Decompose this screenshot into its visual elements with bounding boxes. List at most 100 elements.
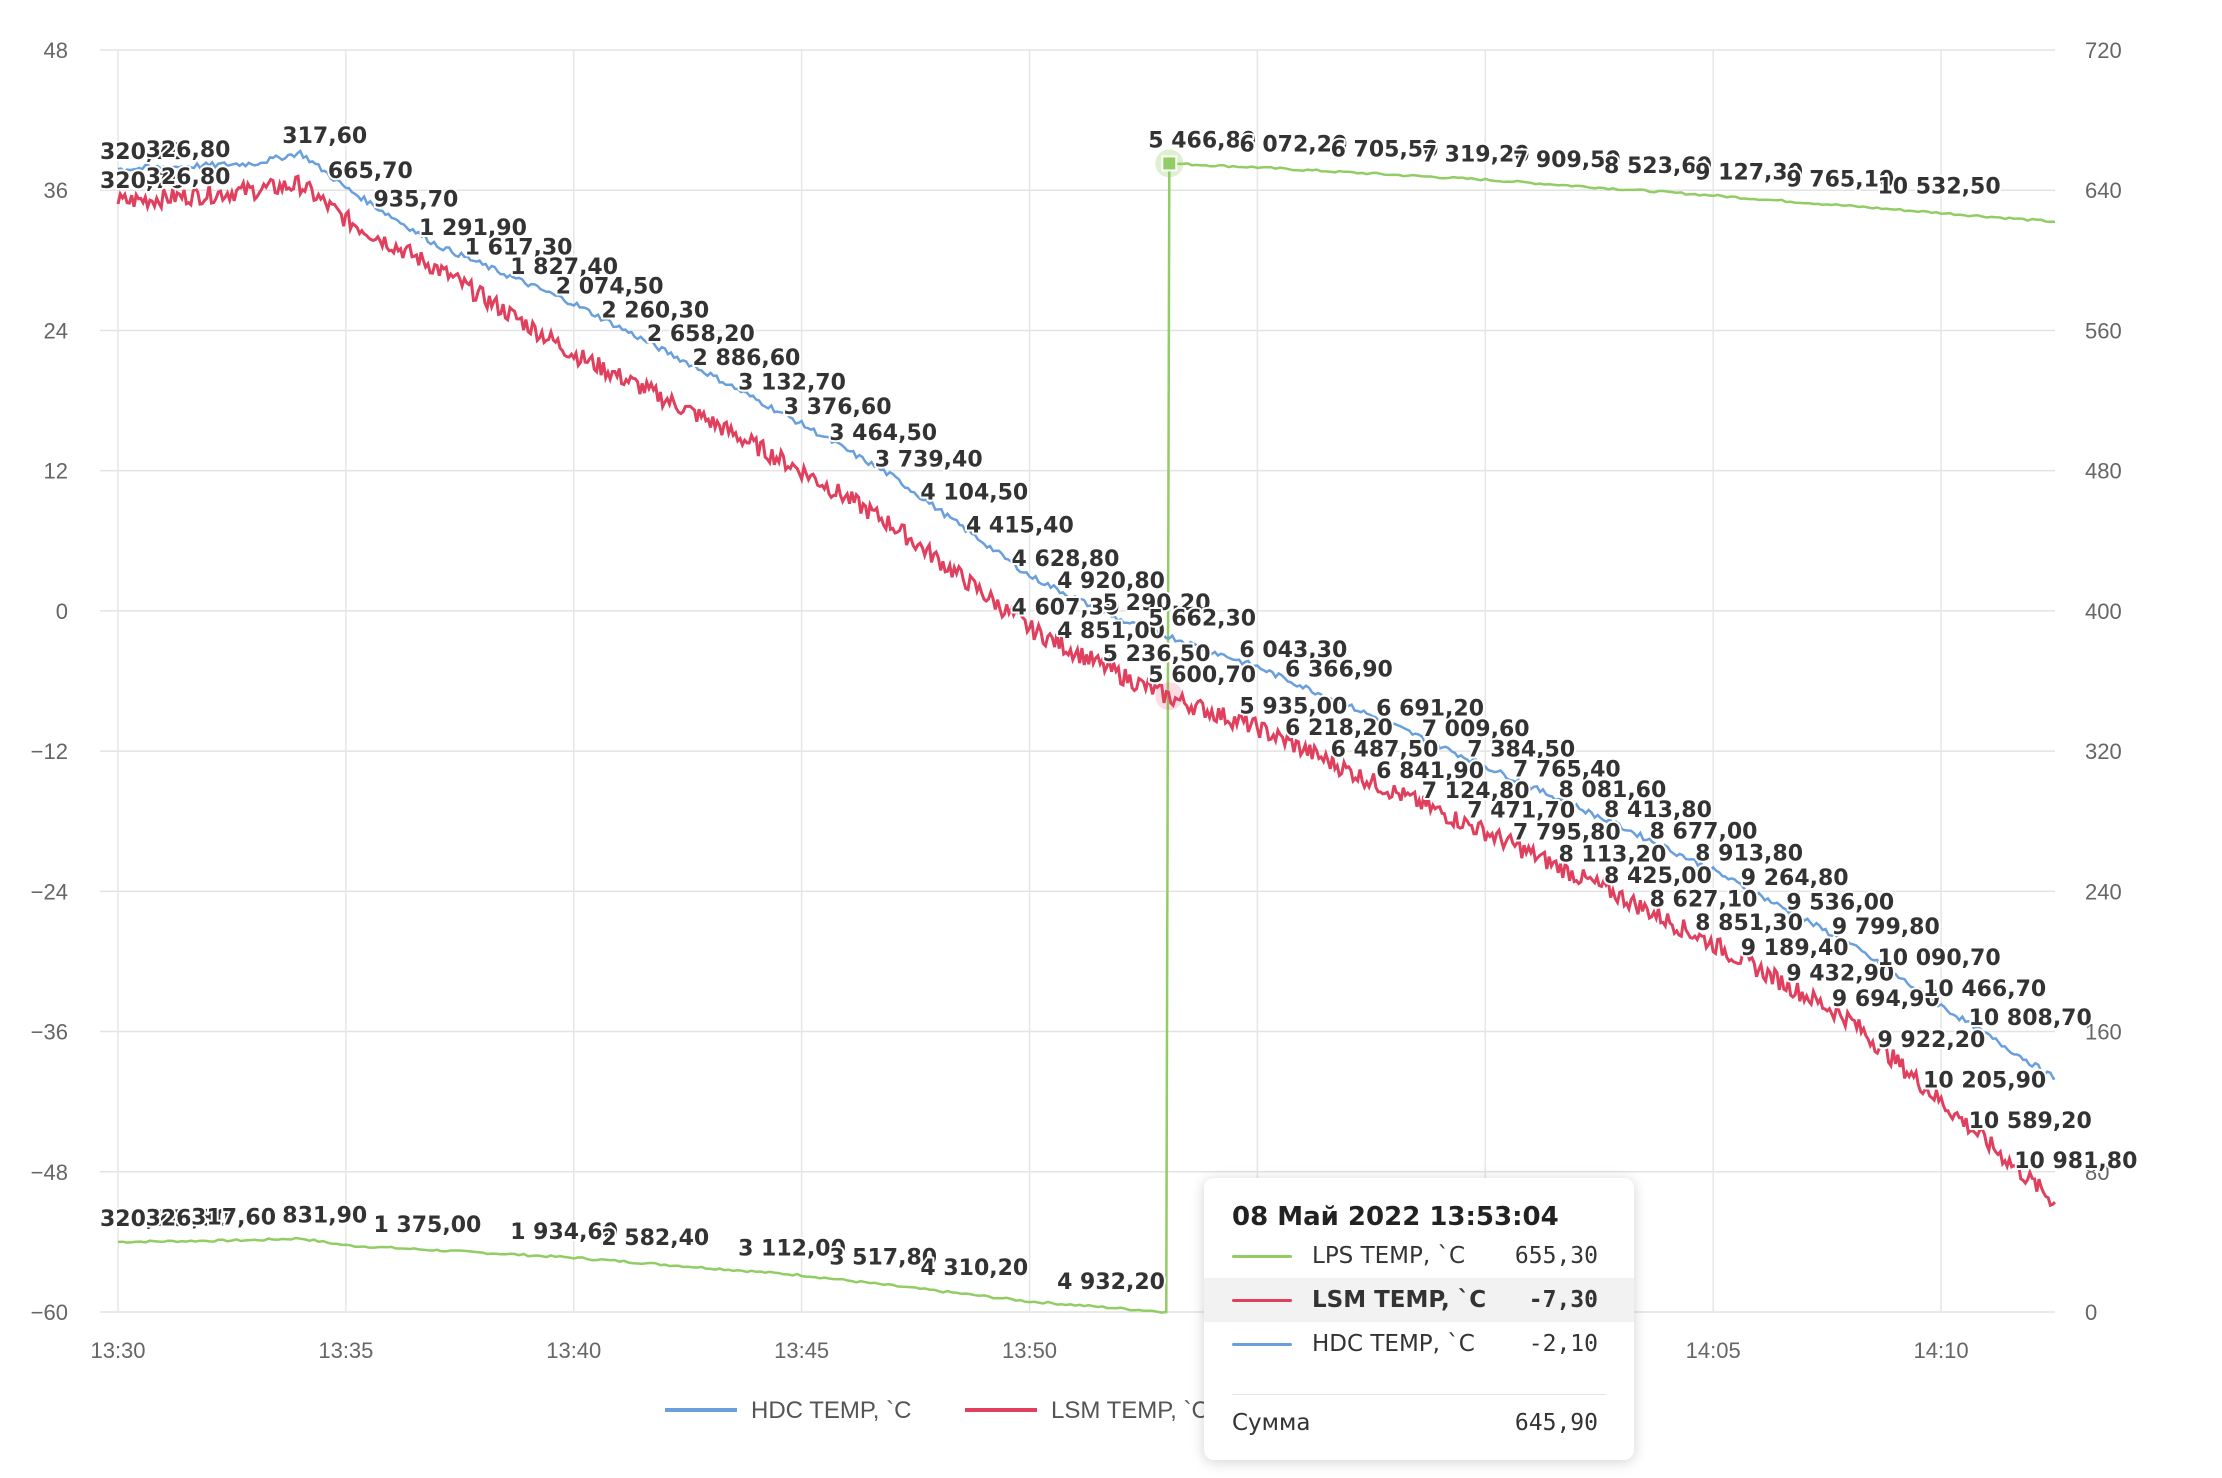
x-tick-label: 14:10 bbox=[1914, 1338, 1969, 1363]
left-y-axis: 48 36 24 12 0 −12 −24 −36 −48 −60 bbox=[31, 38, 68, 1325]
data-label-lps: 5 466,80 bbox=[1148, 128, 1256, 153]
data-label-lsm: 8 113,20 bbox=[1558, 842, 1666, 867]
hover-marker-lps bbox=[1161, 155, 1178, 172]
data-label-lsm: 10 981,80 bbox=[2014, 1149, 2137, 1174]
hover-halo-lsm bbox=[1155, 682, 1184, 711]
data-label-hdc: 6 043,30 bbox=[1239, 638, 1347, 663]
data-label-lps: 2 582,40 bbox=[601, 1226, 709, 1251]
legend-item-hdc[interactable]: HDC TEMP, `C bbox=[665, 1397, 911, 1424]
data-label-lsm: 10 589,20 bbox=[1969, 1109, 2092, 1134]
left-tick-label: −48 bbox=[31, 1160, 68, 1185]
left-tick-label: −24 bbox=[31, 879, 68, 904]
data-label-lsm: 6 487,50 bbox=[1331, 738, 1439, 763]
left-tick-label: 0 bbox=[56, 599, 68, 624]
data-label-lsm: 8 627,10 bbox=[1650, 888, 1758, 913]
left-tick-label: 24 bbox=[44, 318, 68, 343]
data-label-lps: 1 934,60 bbox=[510, 1220, 618, 1245]
data-label-hdc: 935,70 bbox=[373, 188, 458, 213]
series-line-lps[interactable] bbox=[117, 161, 2056, 1314]
data-label-hdc: 5 662,30 bbox=[1148, 606, 1256, 631]
tooltip-name-hdc: HDC TEMP, `C bbox=[1312, 1331, 1475, 1357]
data-label-lsm: 5 935,00 bbox=[1239, 695, 1347, 720]
data-label-lsm: 9 922,20 bbox=[1877, 1028, 1985, 1053]
x-tick-label: 14:05 bbox=[1686, 1338, 1741, 1363]
x-tick-label: 13:35 bbox=[318, 1338, 373, 1363]
right-tick-label: 160 bbox=[2085, 1020, 2122, 1045]
data-label-hdc: 3 376,60 bbox=[784, 395, 892, 420]
data-label-hdc: 6 366,90 bbox=[1285, 657, 1393, 682]
data-label-hdc: 1 617,30 bbox=[465, 236, 573, 261]
data-label-lsm: 320,70 bbox=[100, 169, 185, 194]
data-label-hdc: 6 691,20 bbox=[1376, 696, 1484, 721]
data-label-hdc: 317,60 bbox=[282, 124, 367, 149]
left-tick-label: 48 bbox=[44, 38, 68, 63]
left-tick-label: −12 bbox=[31, 739, 68, 764]
series-line-hdc[interactable] bbox=[117, 149, 2056, 1081]
x-tick-label: 13:30 bbox=[90, 1338, 145, 1363]
data-label-hdc: 8 413,80 bbox=[1604, 798, 1712, 823]
data-label-lps: 6 072,20 bbox=[1239, 132, 1347, 157]
data-label-lps: 10 532,50 bbox=[1877, 175, 2000, 200]
data-label-hdc: 8 081,60 bbox=[1558, 778, 1666, 803]
data-label-hdc: 7 384,50 bbox=[1467, 737, 1575, 762]
data-label-lps: 6 705,50 bbox=[1331, 137, 1439, 162]
data-label-lps: 3 517,80 bbox=[829, 1245, 937, 1270]
data-label-lps: 317,60 bbox=[191, 1206, 276, 1231]
data-label-lsm: 8 425,00 bbox=[1604, 864, 1712, 889]
tooltip-sum-value: 645,90 bbox=[1514, 1410, 1598, 1436]
right-tick-label: 480 bbox=[2085, 459, 2122, 484]
data-label-hdc: 8 677,00 bbox=[1650, 820, 1758, 845]
data-label-hdc: 10 808,70 bbox=[1969, 1006, 2092, 1031]
data-label-hdc: 665,70 bbox=[328, 159, 413, 184]
data-label-lps: 326,80 bbox=[146, 1206, 231, 1231]
data-label-hdc: 10 090,70 bbox=[1877, 946, 2000, 971]
tooltip-row-lps: LPS TEMP, `C 655,30 bbox=[1204, 1234, 1634, 1278]
data-label-lps: 1 375,00 bbox=[373, 1213, 481, 1238]
data-label-lsm: 8 851,30 bbox=[1695, 911, 1803, 936]
data-label-lsm: 6 218,20 bbox=[1285, 716, 1393, 741]
data-label-hdc: 4 920,80 bbox=[1057, 569, 1165, 594]
right-tick-label: 320 bbox=[2085, 739, 2122, 764]
data-label-hdc: 2 658,20 bbox=[647, 322, 755, 347]
data-label-lsm: 4 851,00 bbox=[1057, 619, 1165, 644]
data-label-hdc: 9 536,00 bbox=[1786, 890, 1894, 915]
data-label-hdc: 326,80 bbox=[146, 138, 231, 163]
data-label-lsm: 7 795,80 bbox=[1513, 821, 1621, 846]
data-label-hdc: 2 886,60 bbox=[692, 346, 800, 371]
data-label-hdc: 5 290,20 bbox=[1103, 591, 1211, 616]
right-tick-label: 560 bbox=[2085, 318, 2122, 343]
data-label-lsm: 326,80 bbox=[146, 165, 231, 190]
tooltip-name-lsm: LSM TEMP, `C bbox=[1312, 1287, 1487, 1313]
data-label-lps: 7 909,50 bbox=[1513, 148, 1621, 173]
data-label-hdc: 4 628,80 bbox=[1012, 547, 1120, 572]
x-tick-label: 13:50 bbox=[1002, 1338, 1057, 1363]
data-label-lps: 831,90 bbox=[282, 1203, 367, 1228]
data-label-hdc: 3 739,40 bbox=[875, 448, 983, 473]
data-label-lps: 7 319,20 bbox=[1422, 142, 1530, 167]
series-layer bbox=[116, 149, 2057, 1314]
right-tick-label: 80 bbox=[2085, 1160, 2109, 1185]
tooltip-row-lsm: LSM TEMP, `C -7,30 bbox=[1204, 1278, 1634, 1322]
right-tick-label: 640 bbox=[2085, 178, 2122, 203]
right-tick-label: 240 bbox=[2085, 879, 2122, 904]
data-label-lsm: 9 189,40 bbox=[1741, 936, 1849, 961]
tooltip-value-hdc: -2,10 bbox=[1528, 1331, 1598, 1357]
left-tick-label: 12 bbox=[44, 459, 68, 484]
data-label-lps: 320,70 bbox=[100, 1207, 185, 1232]
data-label-hdc: 2 260,30 bbox=[601, 298, 709, 323]
right-y-axis: 720 640 560 480 400 320 240 160 80 0 bbox=[2085, 38, 2122, 1325]
data-label-hdc: 320,70 bbox=[100, 140, 185, 165]
x-axis: 13:3013:3513:4013:4513:5013:5514:0014:05… bbox=[90, 1338, 1968, 1363]
series-line-lsm[interactable] bbox=[116, 174, 2057, 1208]
right-tick-label: 400 bbox=[2085, 599, 2122, 624]
tooltip-value-lsm: -7,30 bbox=[1528, 1287, 1598, 1313]
data-label-lsm: 10 205,90 bbox=[1923, 1069, 2046, 1094]
data-label-lsm: 9 432,90 bbox=[1786, 962, 1894, 987]
legend-item-lsm[interactable]: LSM TEMP, `C bbox=[965, 1397, 1209, 1424]
data-label-lsm: 5 600,70 bbox=[1148, 663, 1256, 688]
data-label-hdc: 3 132,70 bbox=[738, 370, 846, 395]
data-label-hdc: 2 074,50 bbox=[556, 275, 664, 300]
left-tick-label: 36 bbox=[44, 178, 68, 203]
legend-item-hdc-label: HDC TEMP, `C bbox=[751, 1397, 911, 1424]
